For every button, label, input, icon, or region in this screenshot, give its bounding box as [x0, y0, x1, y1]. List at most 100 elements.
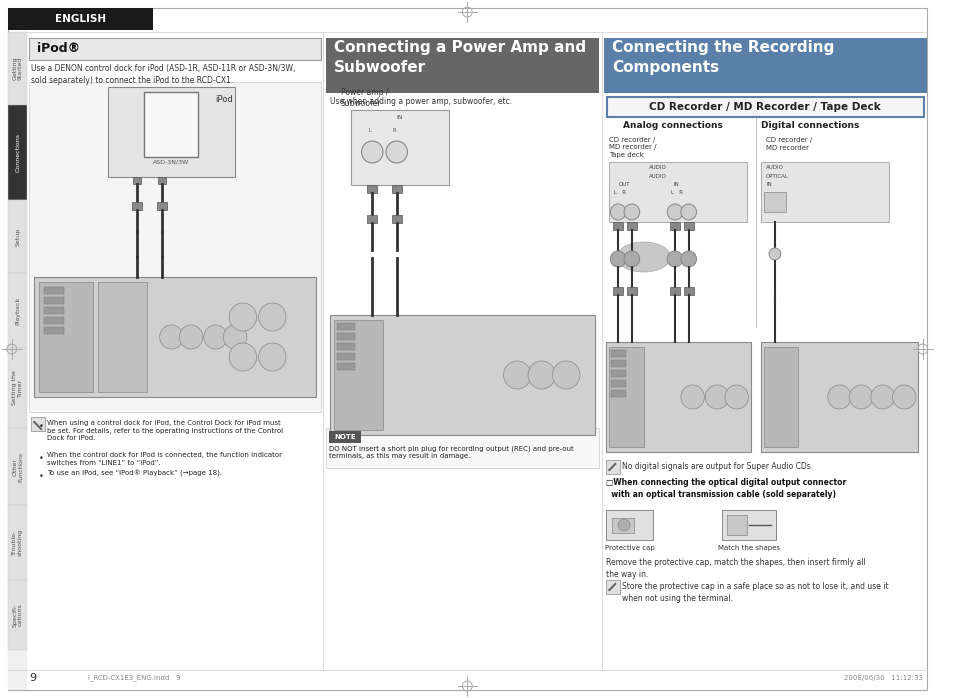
- Bar: [611, 350, 625, 357]
- Circle shape: [610, 204, 625, 220]
- Circle shape: [552, 361, 579, 389]
- Bar: [8, 32, 28, 105]
- Circle shape: [666, 251, 682, 267]
- Bar: [156, 202, 167, 210]
- Text: Match the shapes: Match the shapes: [718, 545, 780, 551]
- Circle shape: [680, 251, 696, 267]
- Text: When using a control dock for iPod, the Control Dock for iPod must
be set. For d: When using a control dock for iPod, the …: [47, 420, 283, 442]
- Circle shape: [258, 303, 286, 331]
- Bar: [8, 505, 28, 580]
- Bar: [157, 177, 166, 184]
- Bar: [669, 287, 679, 295]
- Bar: [44, 287, 64, 294]
- Bar: [330, 315, 594, 435]
- Bar: [683, 222, 693, 230]
- Bar: [683, 287, 693, 295]
- Circle shape: [623, 251, 639, 267]
- Ellipse shape: [616, 242, 670, 272]
- Text: Getting
Started: Getting Started: [12, 57, 23, 80]
- Circle shape: [724, 385, 748, 409]
- Circle shape: [223, 325, 247, 349]
- Circle shape: [610, 251, 625, 267]
- Text: iPod: iPod: [215, 95, 233, 104]
- Bar: [721, 510, 775, 540]
- Bar: [626, 222, 636, 230]
- Bar: [336, 353, 355, 360]
- Circle shape: [258, 343, 286, 371]
- Text: L: L: [369, 128, 372, 133]
- Bar: [611, 380, 625, 387]
- Bar: [336, 343, 355, 350]
- Bar: [613, 287, 622, 295]
- Text: IN: IN: [396, 115, 402, 120]
- Bar: [8, 32, 28, 690]
- Text: IN: IN: [765, 182, 771, 187]
- Text: ENGLISH: ENGLISH: [54, 14, 106, 24]
- Text: AUDIO: AUDIO: [649, 174, 666, 179]
- Bar: [606, 510, 653, 540]
- Bar: [613, 222, 622, 230]
- Text: AUDIO: AUDIO: [765, 165, 783, 170]
- Bar: [367, 215, 376, 223]
- Text: Store the protective cap in a safe place so as not to lose it, and use it
when n: Store the protective cap in a safe place…: [621, 582, 888, 603]
- Circle shape: [623, 204, 639, 220]
- Circle shape: [229, 343, 256, 371]
- Text: OUT: OUT: [618, 182, 630, 187]
- Bar: [8, 348, 28, 428]
- Bar: [609, 162, 745, 222]
- Circle shape: [204, 325, 227, 349]
- Bar: [763, 347, 798, 447]
- Bar: [606, 342, 751, 452]
- Text: No digital signals are output for Super Audio CDs.: No digital signals are output for Super …: [621, 462, 812, 471]
- Bar: [606, 580, 619, 594]
- Text: Use when adding a power amp, subwoofer, etc.: Use when adding a power amp, subwoofer, …: [330, 97, 512, 106]
- Circle shape: [827, 385, 850, 409]
- Text: CD recorder /
MD recorder /
Tape deck: CD recorder / MD recorder / Tape deck: [609, 137, 657, 158]
- Text: •: •: [39, 472, 44, 481]
- Bar: [8, 105, 28, 200]
- Text: NOTE: NOTE: [334, 434, 355, 440]
- Text: 2008/06/30   11:12:33: 2008/06/30 11:12:33: [843, 675, 922, 681]
- Bar: [8, 580, 28, 650]
- Text: L   R: L R: [670, 190, 682, 195]
- Bar: [604, 38, 925, 93]
- Bar: [607, 97, 923, 117]
- Text: IN: IN: [672, 182, 679, 187]
- Bar: [44, 297, 64, 304]
- Bar: [336, 333, 355, 340]
- Bar: [108, 87, 234, 177]
- Bar: [612, 518, 633, 533]
- Text: Trouble-
shooting: Trouble- shooting: [12, 529, 23, 556]
- Circle shape: [680, 385, 703, 409]
- Text: Connecting a Power Amp and
Subwoofer: Connecting a Power Amp and Subwoofer: [334, 40, 585, 75]
- Text: iPod®: iPod®: [37, 43, 80, 56]
- Circle shape: [179, 325, 203, 349]
- Bar: [611, 390, 625, 397]
- Bar: [626, 287, 636, 295]
- Text: OPTICAL: OPTICAL: [765, 174, 788, 179]
- Bar: [392, 185, 401, 193]
- Bar: [31, 417, 45, 431]
- Circle shape: [528, 361, 555, 389]
- Circle shape: [704, 385, 728, 409]
- Circle shape: [892, 385, 915, 409]
- Text: CD Recorder / MD Recorder / Tape Deck: CD Recorder / MD Recorder / Tape Deck: [649, 102, 880, 112]
- Text: •: •: [39, 422, 44, 431]
- Text: Power amp /
Subwoofer: Power amp / Subwoofer: [340, 88, 388, 108]
- Text: To use an iPod, see “iPod® Playback” (→page 18).: To use an iPod, see “iPod® Playback” (→p…: [47, 470, 222, 477]
- Bar: [39, 282, 93, 392]
- Bar: [334, 320, 383, 430]
- Bar: [606, 460, 619, 474]
- Text: AUDIO: AUDIO: [649, 165, 666, 170]
- Bar: [8, 273, 28, 348]
- Text: Other
Functions: Other Functions: [12, 452, 23, 482]
- Text: L   R: L R: [614, 190, 625, 195]
- Circle shape: [159, 325, 183, 349]
- Text: I_RCD-CX1E3_ENG.indd   9: I_RCD-CX1E3_ENG.indd 9: [88, 675, 180, 681]
- Bar: [763, 192, 785, 212]
- Circle shape: [386, 141, 407, 163]
- Circle shape: [361, 141, 383, 163]
- Text: Setup: Setup: [15, 228, 20, 246]
- Bar: [44, 307, 64, 314]
- Bar: [8, 8, 152, 30]
